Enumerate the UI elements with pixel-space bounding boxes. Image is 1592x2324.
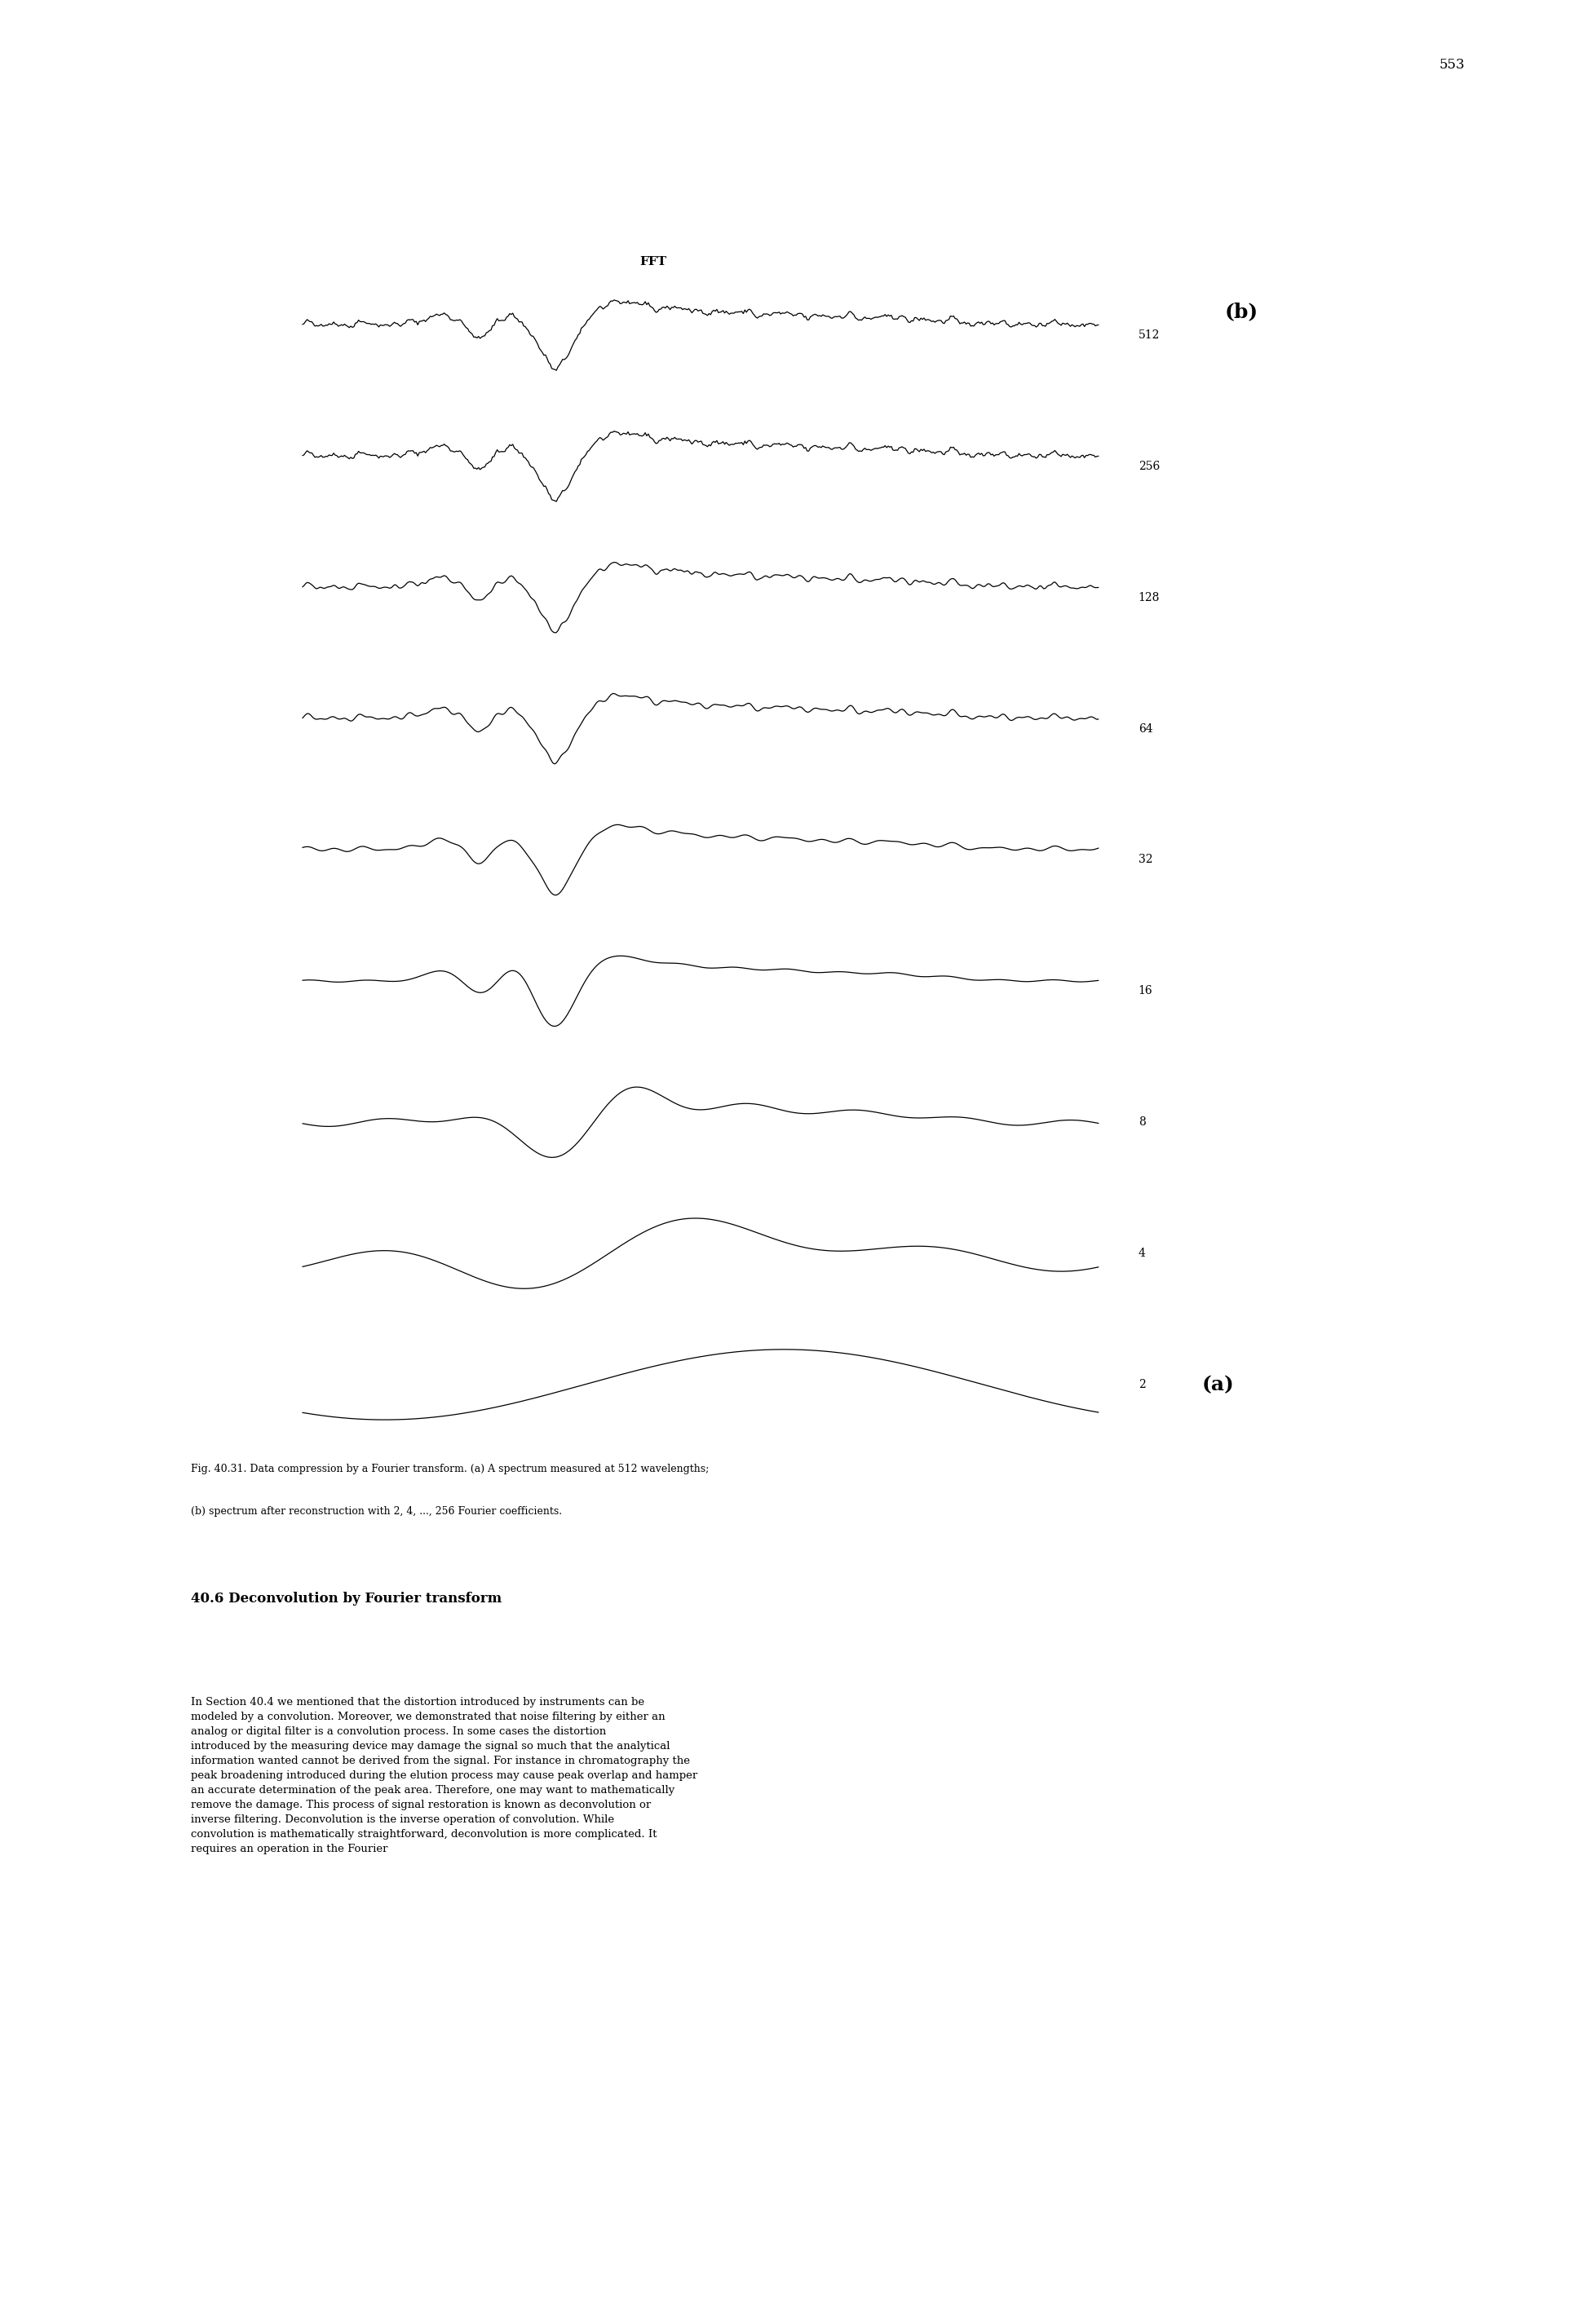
Text: In Section 40.4 we mentioned that the distortion introduced by instruments can b: In Section 40.4 we mentioned that the di… <box>191 1697 697 1855</box>
Text: (b) spectrum after reconstruction with 2, 4, ..., 256 Fourier coefficients.: (b) spectrum after reconstruction with 2… <box>191 1506 562 1518</box>
Text: Fig. 40.31. Data compression by a Fourier transform. (a) A spectrum measured at : Fig. 40.31. Data compression by a Fourie… <box>191 1464 708 1476</box>
Text: 16: 16 <box>1138 985 1153 997</box>
Text: 8: 8 <box>1138 1116 1145 1127</box>
Text: 2: 2 <box>1138 1378 1145 1390</box>
Text: 32: 32 <box>1138 855 1153 865</box>
Text: (b): (b) <box>1224 302 1259 321</box>
Text: 4: 4 <box>1138 1248 1146 1260</box>
Text: 512: 512 <box>1138 330 1161 342</box>
Text: (a): (a) <box>1202 1376 1234 1394</box>
Text: FFT: FFT <box>640 256 665 267</box>
Text: 128: 128 <box>1138 593 1161 604</box>
Text: 553: 553 <box>1439 58 1465 72</box>
Text: 64: 64 <box>1138 723 1153 734</box>
Text: 40.6 Deconvolution by Fourier transform: 40.6 Deconvolution by Fourier transform <box>191 1592 501 1606</box>
Text: 256: 256 <box>1138 460 1159 472</box>
